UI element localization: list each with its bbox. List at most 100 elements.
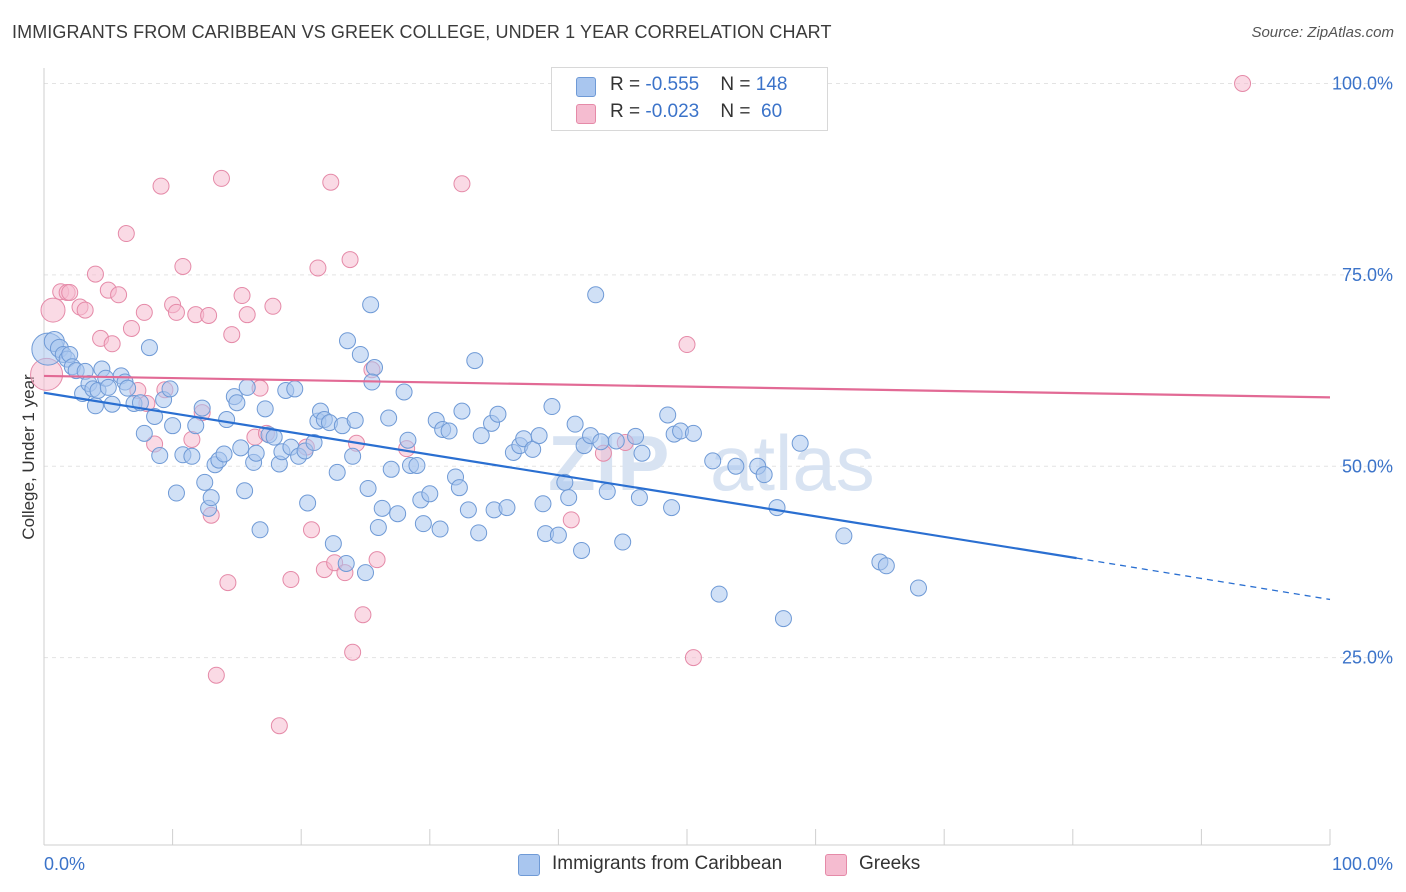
caribbean-point <box>369 518 387 536</box>
greeks-point <box>562 511 580 529</box>
caribbean-point <box>453 402 471 420</box>
caribbean-point <box>362 296 380 314</box>
caribbean-point <box>530 427 548 445</box>
caribbean-point <box>727 457 745 475</box>
y-tick-labels: 25.0% 50.0% 75.0% 100.0% <box>1332 74 1393 668</box>
greeks-point <box>122 319 140 337</box>
greeks-point <box>212 169 230 187</box>
caribbean-point <box>459 501 477 519</box>
caribbean-point <box>366 359 384 377</box>
bottom-legend-swatch-greeks <box>825 854 847 876</box>
legend-text-caribbean: R = -0.555 N = 148 <box>610 74 788 95</box>
greeks-point <box>368 551 386 569</box>
greeks-points <box>30 75 1252 735</box>
caribbean-point <box>324 535 342 553</box>
greeks-point <box>453 175 471 193</box>
caribbean-point <box>299 494 317 512</box>
caribbean-point <box>431 520 449 538</box>
greeks-point <box>200 306 218 324</box>
caribbean-point <box>161 380 179 398</box>
legend-text-greeks: R = -0.023 N = 60 <box>610 101 783 122</box>
caribbean-point <box>421 485 439 503</box>
caribbean-point <box>215 445 233 463</box>
greeks-point <box>40 297 66 323</box>
greeks-point <box>152 177 170 195</box>
greeks-point <box>167 303 185 321</box>
y-tick-label: 25.0% <box>1342 648 1393 668</box>
caribbean-trend-line <box>43 391 1077 560</box>
greeks-point <box>344 643 362 661</box>
caribbean-point <box>256 400 274 418</box>
caribbean-point <box>236 482 254 500</box>
caribbean-point <box>440 422 458 440</box>
caribbean-point <box>408 456 426 474</box>
caribbean-point <box>373 499 391 517</box>
trend-lines <box>43 374 1331 601</box>
caribbean-point <box>534 495 552 513</box>
y-axis-label: College, Under 1 year <box>19 374 38 540</box>
caribbean-point <box>399 431 417 449</box>
greeks-point <box>1234 75 1252 92</box>
caribbean-point <box>470 524 488 542</box>
bottom-legend-swatch-caribbean <box>518 854 540 876</box>
caribbean-point <box>627 427 645 445</box>
greeks-point <box>233 287 251 305</box>
x-tick-label-max: 100.0% <box>1332 854 1393 874</box>
caribbean-point <box>710 585 728 603</box>
chart-title: IMMIGRANTS FROM CARIBBEAN VS GREEK COLLE… <box>12 22 832 42</box>
caribbean-point <box>663 499 681 517</box>
caribbean-point <box>414 515 432 533</box>
caribbean-point <box>338 332 356 350</box>
caribbean-point <box>560 489 578 507</box>
caribbean-point <box>607 432 625 450</box>
caribbean-point <box>614 533 632 551</box>
greeks-point <box>322 173 340 191</box>
caribbean-point <box>202 489 220 507</box>
caribbean-point <box>196 473 214 491</box>
greeks-point <box>110 286 128 304</box>
caribbean-point <box>791 434 809 452</box>
caribbean-trend-extension <box>1076 557 1331 601</box>
caribbean-point <box>630 489 648 507</box>
caribbean-point <box>592 433 610 451</box>
caribbean-point <box>395 383 413 401</box>
greeks-point <box>678 336 696 354</box>
caribbean-point <box>587 286 605 304</box>
greeks-trend-line <box>43 374 1331 399</box>
greeks-point <box>223 326 241 344</box>
caribbean-point <box>238 378 256 396</box>
caribbean-point <box>305 434 323 452</box>
caribbean-point <box>232 439 250 457</box>
legend-swatch-caribbean <box>576 77 596 97</box>
caribbean-point <box>247 444 265 462</box>
greeks-point <box>61 283 79 301</box>
caribbean-point <box>228 394 246 412</box>
greeks-point <box>174 257 192 275</box>
caribbean-point <box>382 460 400 478</box>
caribbean-point <box>146 407 164 425</box>
axes <box>43 68 1330 846</box>
caribbean-point <box>380 409 398 427</box>
caribbean-point <box>337 554 355 572</box>
caribbean-point <box>598 483 616 501</box>
caribbean-point <box>543 398 561 416</box>
source-label: Source: ZipAtlas.com <box>1251 24 1394 41</box>
greeks-point <box>354 606 372 624</box>
caribbean-point <box>659 406 677 424</box>
greeks-point <box>341 251 359 269</box>
caribbean-point <box>524 440 542 458</box>
caribbean-point <box>218 411 236 429</box>
watermark: ZIP atlas <box>548 419 875 507</box>
greeks-point <box>86 265 104 283</box>
greeks-point <box>264 297 282 315</box>
caribbean-point <box>389 505 407 523</box>
caribbean-point <box>450 479 468 497</box>
caribbean-point <box>835 527 853 545</box>
caribbean-point <box>193 399 211 417</box>
caribbean-point <box>135 424 153 442</box>
caribbean-point <box>140 339 158 357</box>
caribbean-point <box>774 610 792 628</box>
caribbean-point <box>566 415 584 433</box>
caribbean-point <box>633 444 651 462</box>
